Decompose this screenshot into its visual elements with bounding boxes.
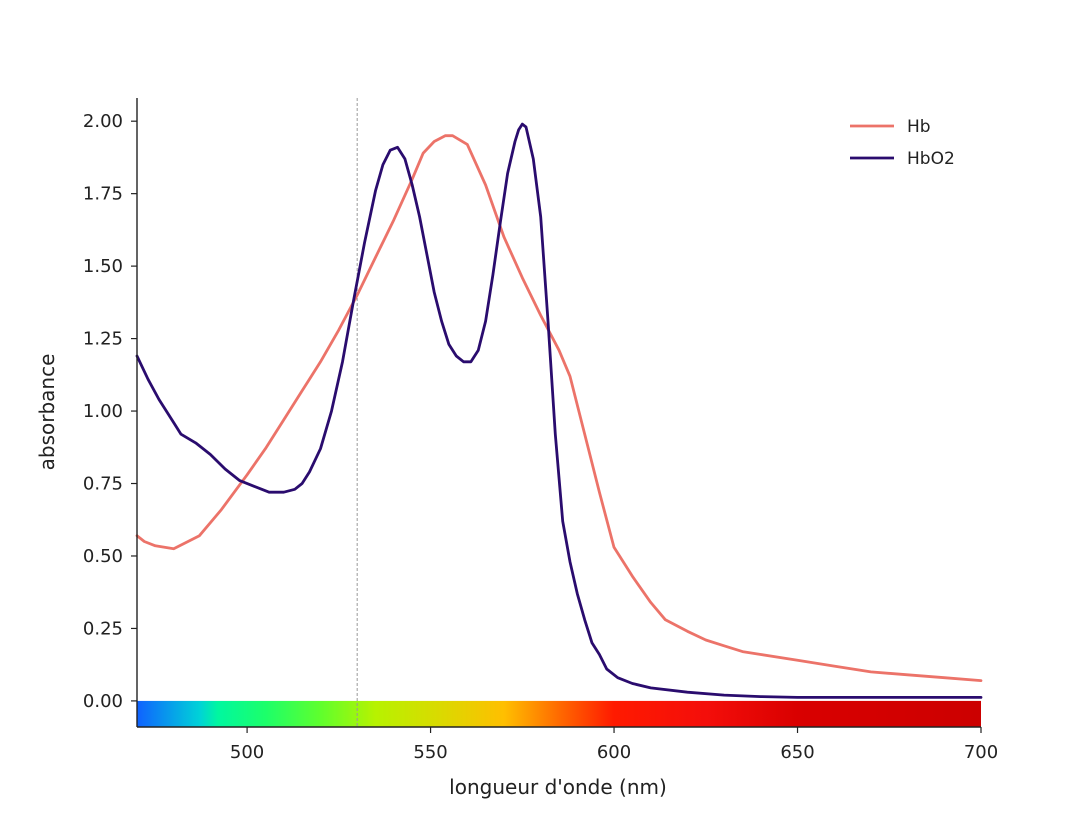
y-tick-label: 1.50: [83, 256, 123, 277]
y-tick-label: 1.00: [83, 401, 123, 422]
y-tick-label: 0.00: [83, 691, 123, 712]
spectrum-color-band: [137, 700, 981, 727]
x-axis-label: longueur d'onde (nm): [449, 775, 667, 799]
y-tick-label: 0.25: [83, 618, 123, 639]
legend-hbo2-label: HbO2: [907, 149, 955, 169]
y-axis-label: absorbance: [35, 354, 59, 471]
y-tick-label: 1.25: [83, 329, 123, 350]
legend: Hb HbO2: [850, 117, 955, 169]
x-tick-label: 500: [230, 742, 264, 763]
x-tick-label: 550: [413, 742, 447, 763]
x-tick-label: 650: [780, 742, 814, 763]
series-line-hbo2: [135, 122, 983, 699]
y-tick-label: 1.75: [83, 184, 123, 205]
legend-hb-label: Hb: [907, 117, 931, 137]
y-tick-label: 2.00: [83, 111, 123, 132]
x-tick-label: 600: [597, 742, 631, 763]
y-tick-label: 0.50: [83, 546, 123, 567]
series-line-hb: [135, 134, 983, 682]
x-tick-label: 700: [964, 742, 998, 763]
y-tick-label: 0.75: [83, 474, 123, 495]
